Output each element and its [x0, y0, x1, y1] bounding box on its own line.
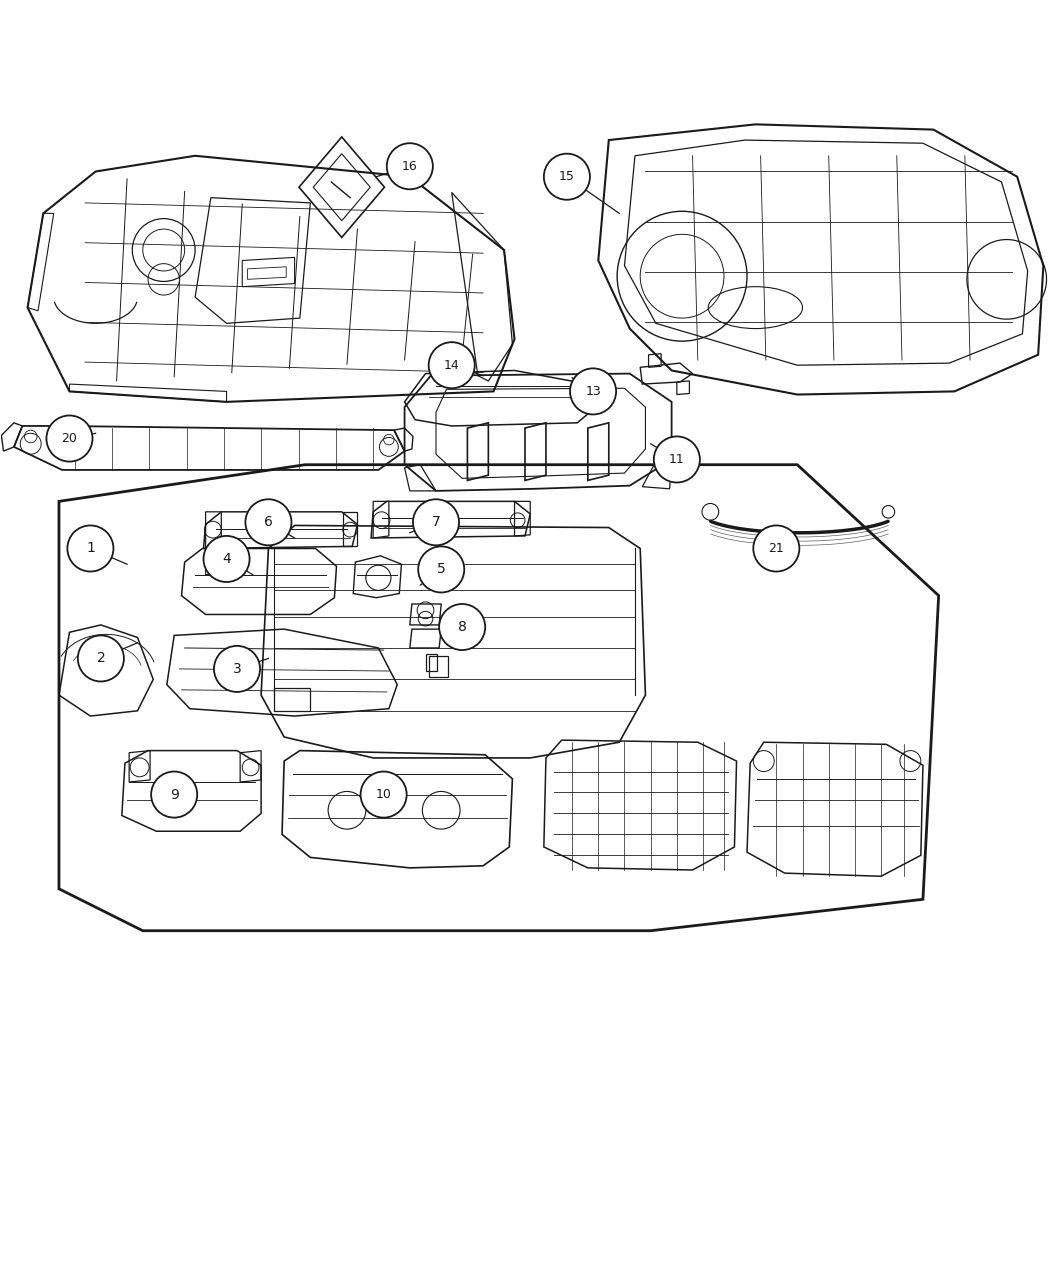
Text: 21: 21	[769, 542, 784, 555]
Circle shape	[204, 536, 250, 581]
Text: 2: 2	[97, 652, 105, 666]
Text: 5: 5	[437, 562, 445, 576]
Circle shape	[439, 604, 485, 650]
Text: 1: 1	[86, 542, 94, 556]
Circle shape	[67, 525, 113, 571]
Circle shape	[386, 143, 433, 189]
Circle shape	[753, 525, 799, 571]
Text: 6: 6	[264, 515, 273, 529]
Circle shape	[428, 342, 475, 389]
Text: 8: 8	[458, 620, 466, 634]
Text: 14: 14	[444, 358, 460, 372]
Circle shape	[78, 635, 124, 681]
Circle shape	[46, 416, 92, 462]
Text: 9: 9	[170, 788, 178, 802]
Text: 3: 3	[233, 662, 242, 676]
Text: 11: 11	[669, 453, 685, 465]
Circle shape	[214, 646, 260, 692]
Circle shape	[654, 436, 700, 482]
Circle shape	[360, 771, 406, 817]
Circle shape	[151, 771, 197, 817]
Text: 4: 4	[223, 552, 231, 566]
Text: 16: 16	[402, 159, 418, 172]
Text: 7: 7	[432, 515, 440, 529]
Circle shape	[413, 500, 459, 546]
Text: 10: 10	[376, 788, 392, 801]
Circle shape	[418, 547, 464, 593]
Circle shape	[246, 500, 292, 546]
Circle shape	[570, 368, 616, 414]
Text: 13: 13	[585, 385, 601, 398]
Circle shape	[544, 154, 590, 200]
Text: 20: 20	[62, 432, 78, 445]
Text: 15: 15	[559, 171, 574, 184]
